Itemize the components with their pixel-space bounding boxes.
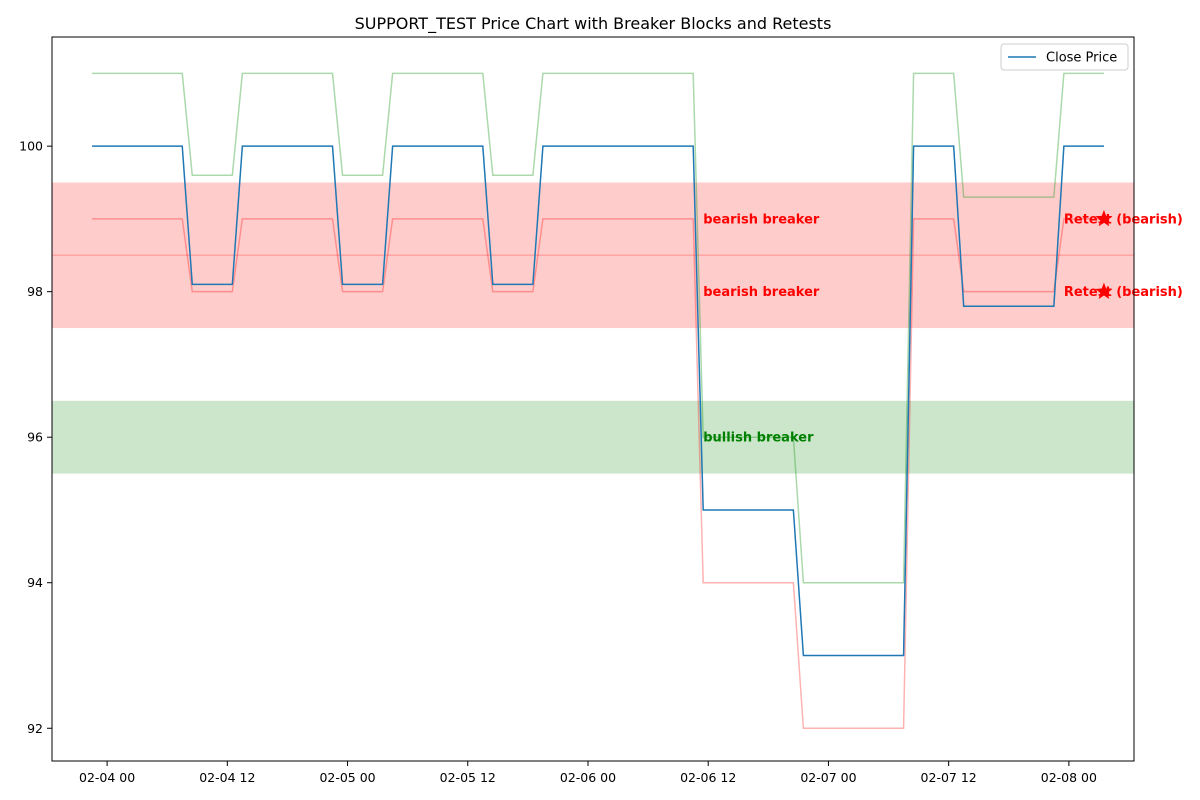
plot-area: bearish breaker bearish breaker bullish br… (19, 36, 1183, 785)
plot-content (52, 72, 1134, 730)
y-tick-label: 94 (27, 575, 43, 590)
chart-title: SUPPORT_TEST Price Chart with Breaker Bl… (355, 14, 832, 34)
annotation-label: Retest (bearish) (1064, 285, 1183, 300)
y-tick-label: 98 (27, 284, 43, 299)
axes-frame (51, 36, 1135, 762)
x-tick-label: 02-06 00 (560, 770, 616, 785)
series-line-band-1 (92, 72, 1104, 584)
x-tick-label: 02-05 12 (440, 770, 496, 785)
x-tick-label: 02-06 12 (680, 770, 736, 785)
annotation-label: bullish breaker (703, 431, 814, 446)
annotation-label: bearish breaker (703, 285, 820, 300)
annotation-label: bearish breaker (703, 212, 820, 227)
retest-star-marker (1095, 282, 1113, 299)
bearish-breaker-zone (52, 182, 1134, 329)
y-tick-label: 92 (27, 721, 43, 736)
series-line-band-0 (92, 218, 1104, 730)
y-tick-label: 100 (19, 139, 43, 154)
x-tick-label: 02-07 00 (800, 770, 856, 785)
x-tick-label: 02-07 12 (921, 770, 977, 785)
bullish-breaker-zone (52, 400, 1134, 474)
x-tick-label: 02-08 00 (1041, 770, 1097, 785)
legend-box (1000, 43, 1129, 71)
x-tick-label: 02-04 00 (79, 770, 135, 785)
legend-entry-label: Close Price (1046, 51, 1117, 66)
retest-star-marker (1095, 209, 1113, 227)
series-line-close-price (92, 145, 1104, 657)
x-tick-label: 02-05 00 (319, 770, 375, 785)
x-tick-label: 02-04 12 (199, 770, 255, 785)
y-tick-label: 96 (27, 430, 43, 445)
legend: Close Price (1000, 43, 1129, 71)
annotation-label: Retest (bearish) (1064, 212, 1183, 227)
